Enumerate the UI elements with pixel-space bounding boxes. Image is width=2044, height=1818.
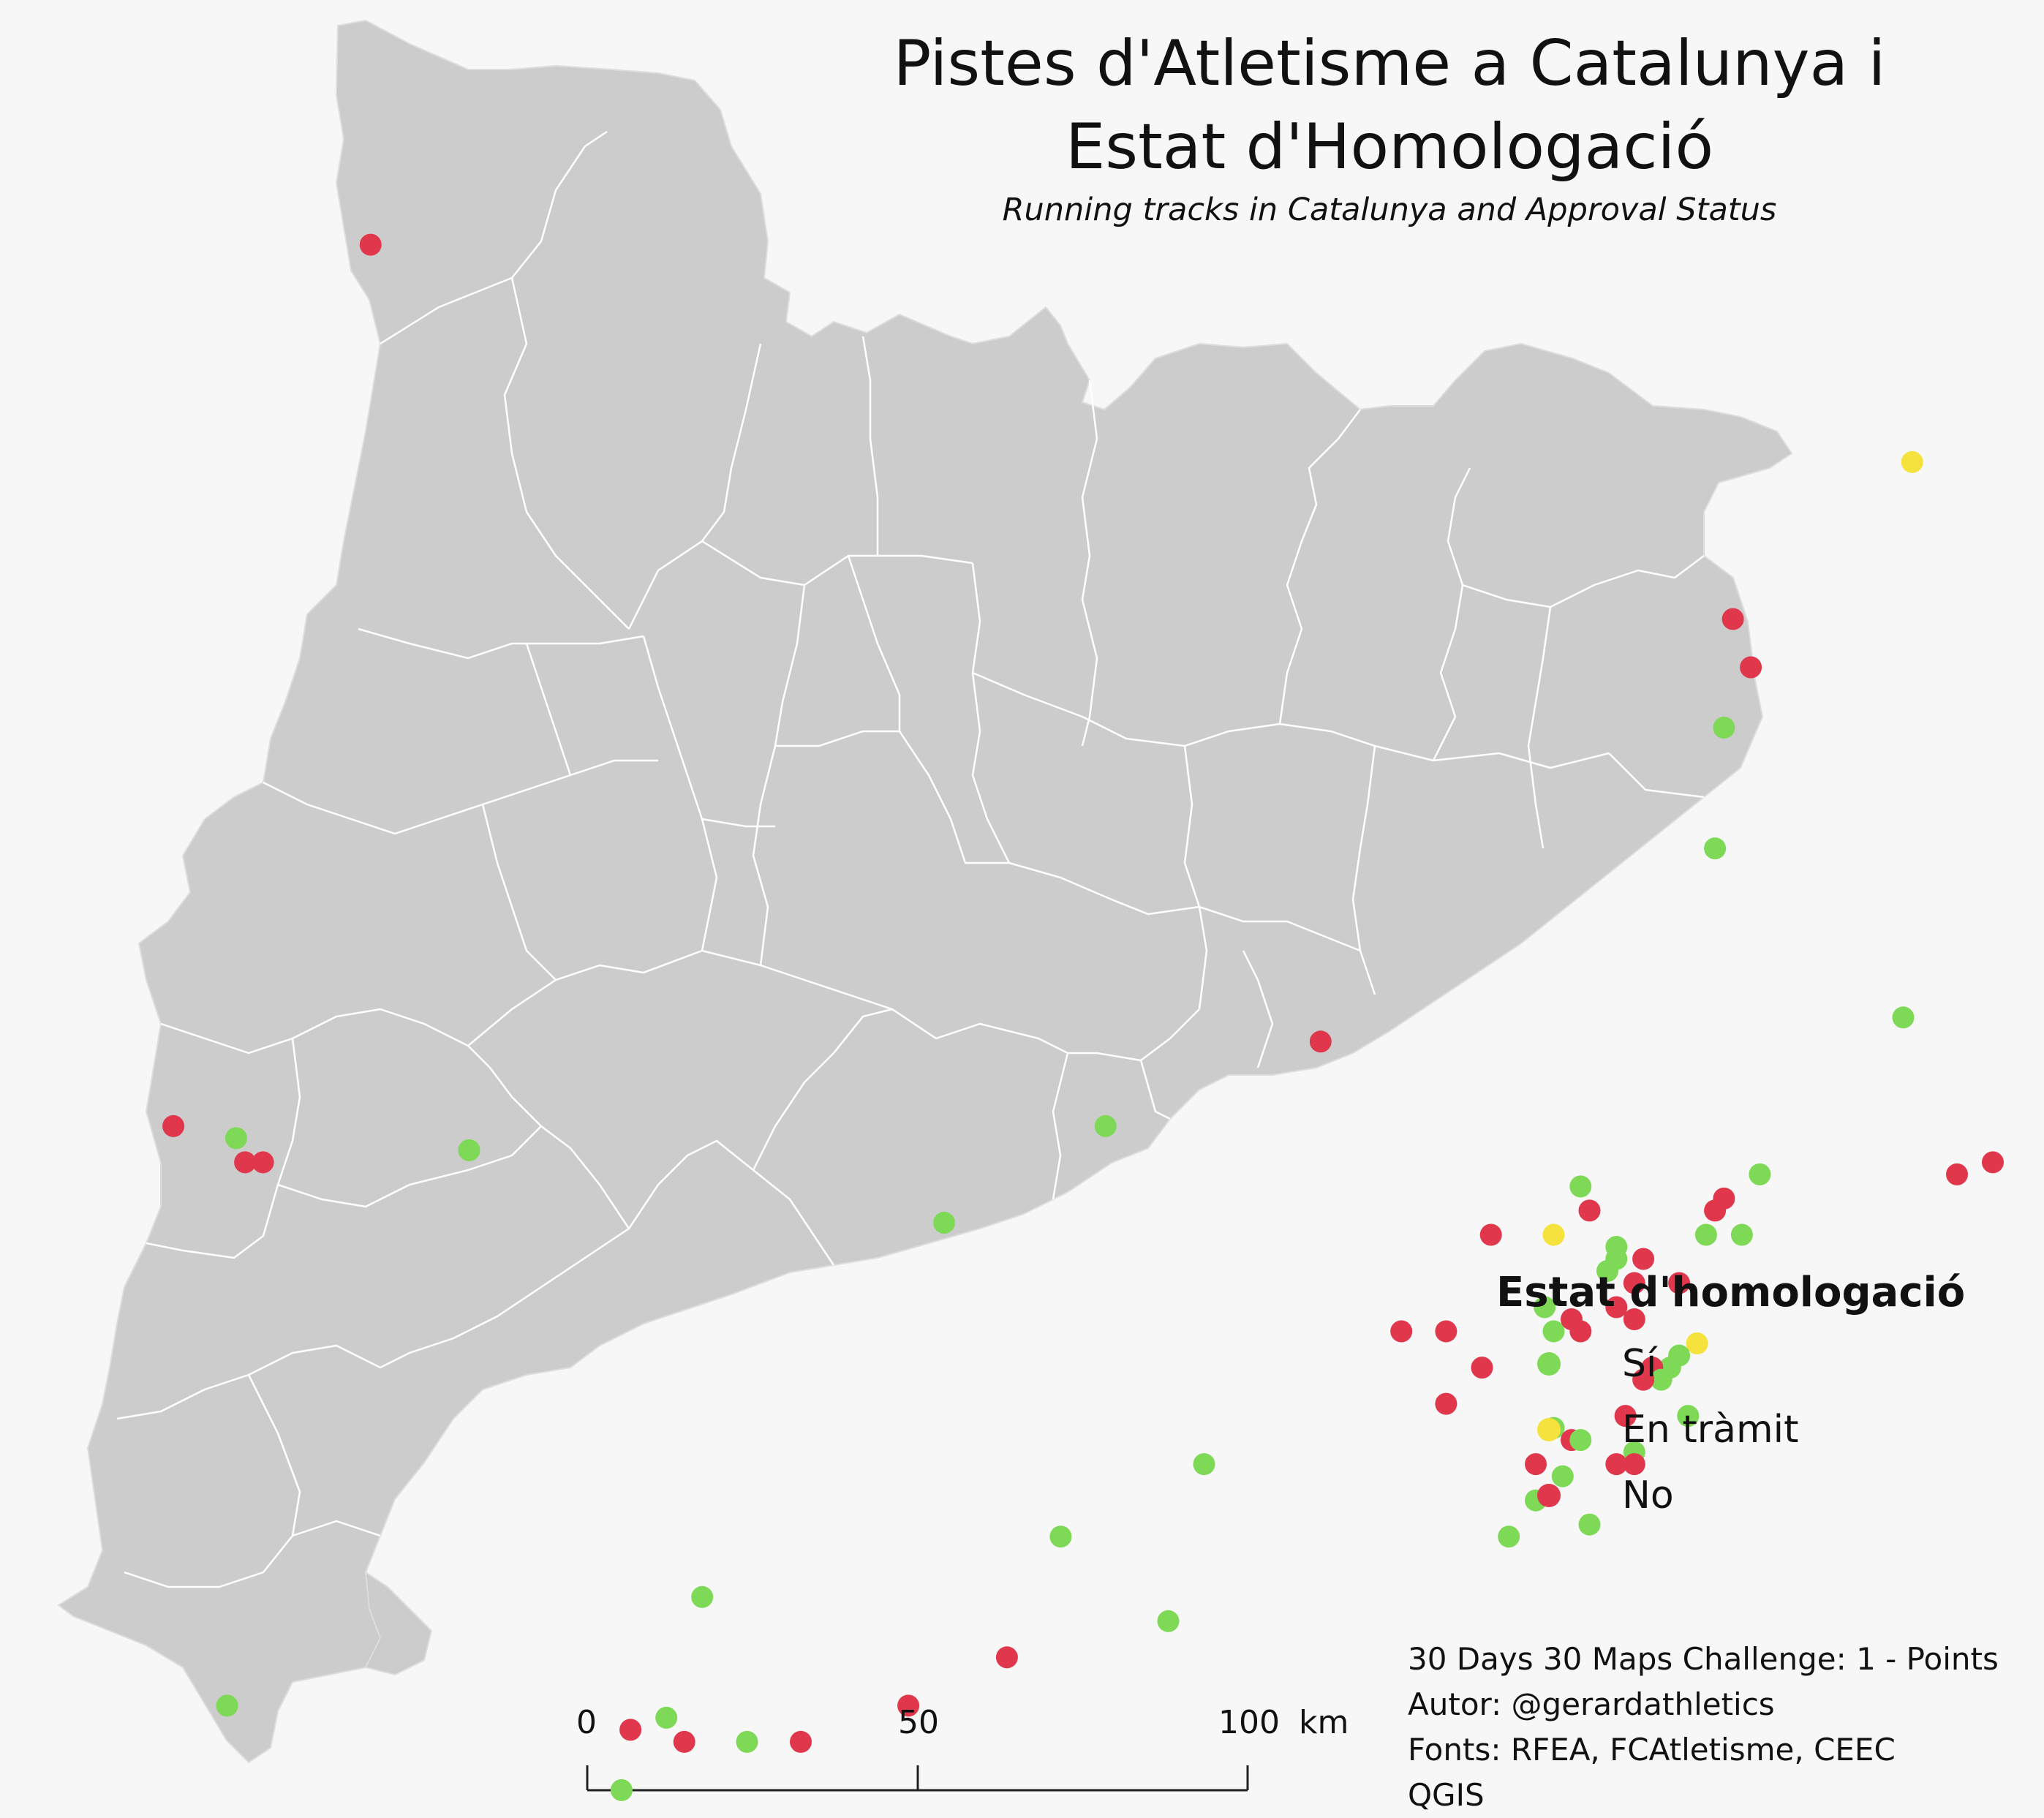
track-point-si	[736, 1730, 758, 1753]
track-point-no	[252, 1151, 274, 1174]
track-point-no	[1471, 1357, 1493, 1379]
credits: 30 Days 30 Maps Challenge: 1 - Points Au…	[1408, 1637, 1999, 1818]
track-point-si	[1569, 1429, 1592, 1452]
credit-author: Autor: @gerardathletics	[1408, 1686, 1775, 1722]
legend: Estat d'homologació Sí En tràmit No	[1496, 1269, 1965, 1528]
legend-swatch-si	[1537, 1352, 1561, 1376]
track-point-no	[1605, 1453, 1628, 1476]
track-point-no	[1479, 1223, 1502, 1246]
legend-item-si: Sí	[1496, 1331, 1965, 1397]
map-title-line2: Estat d'Homologació	[1065, 110, 1714, 184]
track-point-no	[1390, 1320, 1413, 1343]
track-point-no	[1982, 1151, 2004, 1174]
track-point-si	[1157, 1610, 1180, 1632]
credit-software: QGIS	[1408, 1777, 1485, 1813]
track-point-si	[1694, 1223, 1717, 1246]
track-point-no	[995, 1646, 1018, 1669]
track-point-si	[1049, 1525, 1072, 1548]
scale-label-50: 50	[898, 1704, 939, 1741]
track-point-si	[1596, 1260, 1618, 1282]
track-point-no	[673, 1730, 695, 1753]
track-point-no	[790, 1730, 812, 1753]
track-point-tramit	[1542, 1223, 1565, 1246]
map-subtitle: Running tracks in Catalunya and Approval…	[1002, 192, 1777, 228]
scale-label-0: 0	[576, 1704, 597, 1741]
track-point-no	[897, 1694, 920, 1717]
track-point-si	[1704, 837, 1727, 860]
legend-label-no: No	[1622, 1474, 1674, 1517]
track-point-no	[1435, 1320, 1457, 1343]
track-point-no	[1704, 1199, 1727, 1222]
comarca-boundaries	[116, 130, 1705, 1588]
track-point-si	[1892, 1006, 1915, 1029]
track-point-no	[1623, 1453, 1645, 1476]
track-point-no	[619, 1719, 642, 1741]
scale-bar	[586, 1765, 1249, 1792]
track-point-si	[1677, 1405, 1700, 1427]
legend-title: Estat d'homologació	[1496, 1269, 1966, 1316]
credit-sources: Fonts: RFEA, FCAtletisme, CEEC	[1408, 1732, 1896, 1768]
track-point-no	[1569, 1320, 1592, 1343]
legend-swatch-en-tramit	[1537, 1418, 1561, 1441]
track-point-si	[1713, 717, 1735, 739]
track-point-no	[1623, 1308, 1645, 1330]
track-point-si	[1730, 1223, 1753, 1246]
track-point-si	[1534, 1296, 1556, 1319]
track-point-no	[1668, 1272, 1691, 1294]
track-point-no	[359, 233, 382, 256]
track-point-no	[1614, 1405, 1637, 1427]
legend-swatch-no	[1537, 1484, 1561, 1507]
track-point-no	[1946, 1163, 1968, 1185]
track-point-si	[225, 1127, 247, 1150]
track-point-si	[933, 1212, 956, 1234]
catalonia-land	[57, 19, 1793, 1764]
scale-label-100: 100	[1218, 1704, 1280, 1741]
ebro-delta	[364, 1570, 433, 1676]
track-point-si	[216, 1694, 238, 1717]
legend-item-no: No	[1496, 1463, 1965, 1528]
legend-item-en-tramit: En tràmit	[1496, 1397, 1965, 1463]
legend-label-en-tramit: En tràmit	[1622, 1408, 1799, 1452]
track-point-si	[1551, 1465, 1574, 1487]
track-point-no	[1740, 656, 1762, 679]
track-point-no	[1632, 1248, 1655, 1270]
track-point-si	[458, 1139, 480, 1161]
track-point-no	[1721, 608, 1744, 630]
track-point-no	[1578, 1199, 1601, 1222]
track-point-si	[655, 1706, 678, 1729]
track-point-no	[1525, 1453, 1547, 1476]
scale-unit: km	[1299, 1704, 1349, 1741]
legend-label-si: Sí	[1622, 1342, 1657, 1386]
track-point-si	[1498, 1525, 1520, 1548]
track-point-si	[1578, 1513, 1601, 1536]
credit-challenge: 30 Days 30 Maps Challenge: 1 - Points	[1408, 1641, 1999, 1677]
track-point-si	[1094, 1114, 1117, 1137]
track-point-no	[1435, 1392, 1457, 1415]
track-point-si	[1193, 1453, 1215, 1476]
track-point-no	[234, 1151, 257, 1174]
track-point-si	[610, 1779, 633, 1801]
map-title: Pistes d'Atletisme a Catalunya i Estat d…	[797, 22, 1982, 189]
track-point-tramit	[1686, 1332, 1708, 1354]
track-point-no	[162, 1114, 185, 1137]
track-point-si	[1542, 1320, 1565, 1343]
track-point-no	[1623, 1272, 1645, 1294]
track-point-no	[1632, 1368, 1655, 1391]
track-point-si	[1569, 1175, 1592, 1198]
track-points	[162, 233, 2004, 1801]
track-point-no	[1309, 1030, 1332, 1053]
track-point-si	[691, 1585, 714, 1608]
track-point-tramit	[1901, 450, 1923, 473]
track-point-si	[1749, 1163, 1771, 1185]
track-point-no	[1605, 1296, 1628, 1319]
map-title-line1: Pistes d'Atletisme a Catalunya i	[893, 27, 1886, 100]
track-point-si	[1650, 1368, 1672, 1391]
